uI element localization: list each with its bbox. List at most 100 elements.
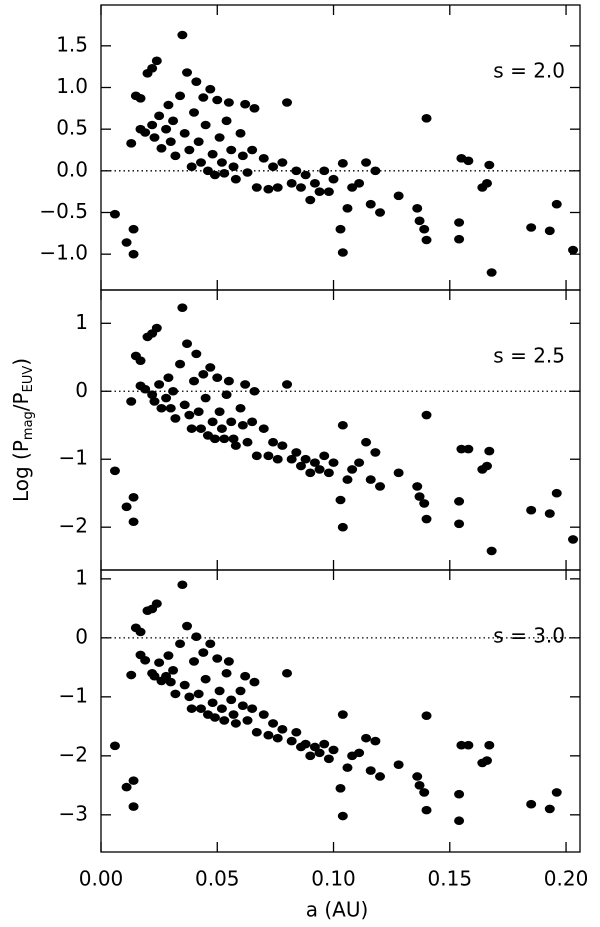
point <box>305 468 316 478</box>
point <box>286 736 297 746</box>
point <box>305 195 316 205</box>
point <box>354 179 365 188</box>
y-tick-label: 1.5 <box>56 32 88 56</box>
y-tick-label: −0.5 <box>39 199 88 223</box>
point <box>163 373 174 382</box>
point <box>175 91 186 101</box>
point <box>263 451 274 461</box>
point <box>419 788 430 797</box>
point <box>230 719 241 728</box>
point <box>200 674 211 684</box>
point <box>163 100 174 110</box>
point <box>221 390 232 399</box>
point <box>147 390 158 399</box>
point <box>193 137 204 146</box>
x-tick-label: 0.00 <box>79 867 124 891</box>
point <box>221 116 232 126</box>
point <box>207 149 218 159</box>
point <box>193 407 204 416</box>
point <box>237 701 248 710</box>
point <box>151 56 162 66</box>
point <box>242 716 253 725</box>
point <box>305 751 316 761</box>
point <box>337 522 348 532</box>
point <box>226 145 237 155</box>
point <box>375 482 386 491</box>
point <box>135 94 146 103</box>
point <box>186 162 197 171</box>
point <box>198 369 209 379</box>
point <box>370 448 381 457</box>
point <box>135 627 146 637</box>
point <box>414 492 425 501</box>
point <box>212 654 223 663</box>
point <box>526 223 537 232</box>
point <box>328 745 339 755</box>
point <box>179 129 190 138</box>
point <box>189 657 200 666</box>
point <box>242 168 253 177</box>
point <box>191 77 202 86</box>
point <box>109 209 120 219</box>
point <box>140 655 151 665</box>
point <box>219 169 230 178</box>
point <box>551 488 562 498</box>
point <box>251 451 262 461</box>
point <box>207 417 218 427</box>
point <box>126 397 137 406</box>
point <box>486 268 497 277</box>
x-tick-label: 0.15 <box>428 867 473 891</box>
point <box>216 704 227 713</box>
point <box>205 363 216 372</box>
point <box>323 754 334 764</box>
point <box>251 183 262 192</box>
point <box>226 695 237 705</box>
point <box>247 704 258 713</box>
point <box>182 621 193 631</box>
point <box>314 187 325 196</box>
point <box>189 108 200 117</box>
point <box>177 303 188 312</box>
point <box>300 454 311 464</box>
point <box>228 710 239 719</box>
point <box>314 748 325 758</box>
y-label-subscript: EUV <box>21 366 36 393</box>
point <box>237 151 248 161</box>
point <box>300 170 311 180</box>
point <box>228 434 239 444</box>
point <box>328 174 339 184</box>
point <box>421 235 432 245</box>
y-tick-label: −2 <box>59 514 88 538</box>
point <box>365 199 376 209</box>
point <box>154 380 165 389</box>
point <box>342 475 353 484</box>
point <box>393 760 404 769</box>
point <box>342 204 353 213</box>
point <box>214 133 225 142</box>
point <box>258 710 269 719</box>
point <box>128 224 139 234</box>
point <box>484 446 495 456</box>
point <box>412 204 423 213</box>
point <box>544 804 555 814</box>
point <box>286 454 297 464</box>
point <box>184 692 195 702</box>
point <box>258 424 269 433</box>
point <box>219 434 230 444</box>
point <box>484 160 495 170</box>
point <box>375 208 386 217</box>
point <box>526 799 537 809</box>
point <box>268 437 279 447</box>
point <box>337 248 348 257</box>
point <box>149 397 160 406</box>
point <box>419 224 430 234</box>
point <box>414 216 425 226</box>
point <box>163 651 174 660</box>
point <box>235 129 246 138</box>
point <box>109 741 120 751</box>
point <box>412 772 423 781</box>
point <box>140 384 151 394</box>
point <box>272 183 283 192</box>
point <box>335 495 346 505</box>
point <box>251 727 262 737</box>
